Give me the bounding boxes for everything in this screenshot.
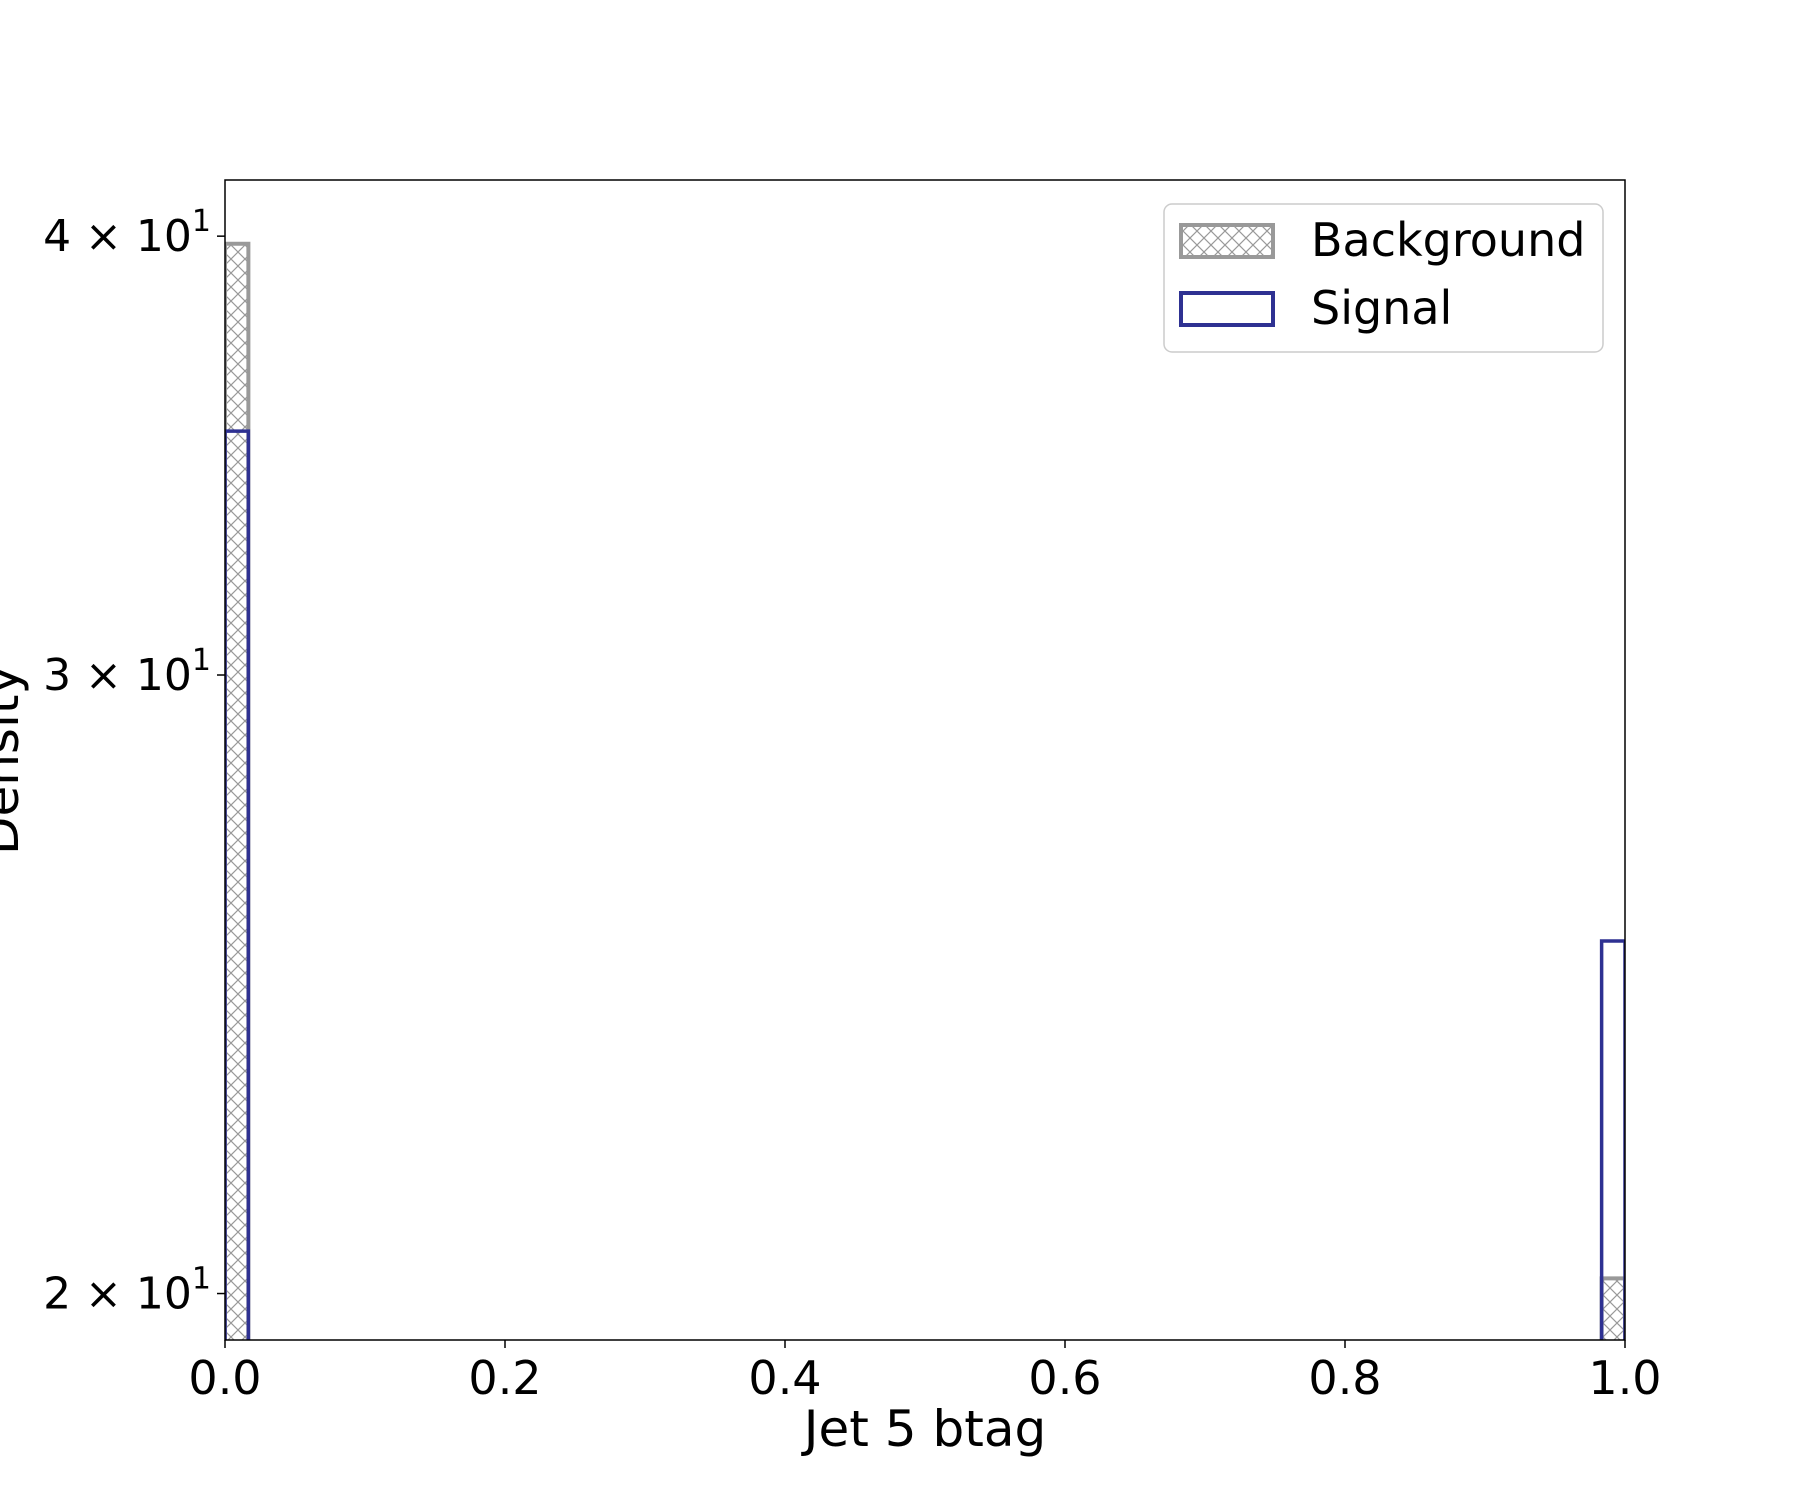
x-tick-label: 0.4 xyxy=(748,1351,821,1405)
y-tick-label: 4 × 101 xyxy=(43,204,211,262)
legend-swatch-background xyxy=(1179,223,1275,259)
x-axis: 0.0 0.2 0.4 0.6 0.8 1.0 xyxy=(188,1340,1662,1405)
x-tick-label: 0.8 xyxy=(1308,1351,1381,1405)
x-tick-label: 1.0 xyxy=(1588,1351,1661,1405)
histogram-bars xyxy=(225,241,1625,1340)
x-tick-label: 0.0 xyxy=(188,1351,261,1405)
plot-frame xyxy=(224,179,1626,1341)
y-tick-label: 3 × 101 xyxy=(43,643,211,701)
legend: Background Signal xyxy=(1163,203,1604,353)
y-axis-label: Density xyxy=(0,665,30,855)
bar-background xyxy=(1599,1276,1625,1340)
legend-label-background: Background xyxy=(1311,213,1585,267)
legend-label-signal: Signal xyxy=(1311,281,1452,335)
y-tick-label: 2 × 101 xyxy=(43,1262,211,1320)
x-axis-label: Jet 5 btag xyxy=(801,1400,1046,1458)
bar-signal xyxy=(225,429,251,1340)
y-axis: 2 × 101 3 × 101 4 × 101 xyxy=(43,204,225,1320)
x-tick-label: 0.2 xyxy=(468,1351,541,1405)
x-tick-label: 0.6 xyxy=(1028,1351,1101,1405)
legend-swatch-signal xyxy=(1179,291,1275,327)
bar-signal xyxy=(1599,939,1625,1340)
bar-background xyxy=(225,241,251,1340)
